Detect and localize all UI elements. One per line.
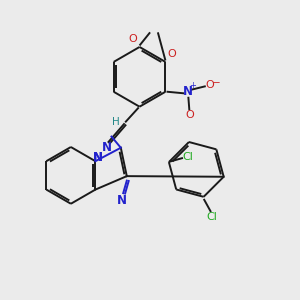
Text: O: O xyxy=(129,34,137,44)
Text: N: N xyxy=(93,151,103,164)
Text: Cl: Cl xyxy=(207,212,218,222)
Text: N: N xyxy=(93,151,103,164)
Text: O: O xyxy=(185,110,194,120)
Text: −: − xyxy=(212,77,220,88)
Text: N: N xyxy=(117,194,127,206)
Text: N: N xyxy=(102,141,112,154)
Text: +: + xyxy=(189,81,196,90)
Text: H: H xyxy=(112,117,119,127)
Text: N: N xyxy=(183,85,193,98)
Text: O: O xyxy=(168,49,176,58)
Text: Cl: Cl xyxy=(182,152,193,162)
Text: O: O xyxy=(205,80,214,90)
